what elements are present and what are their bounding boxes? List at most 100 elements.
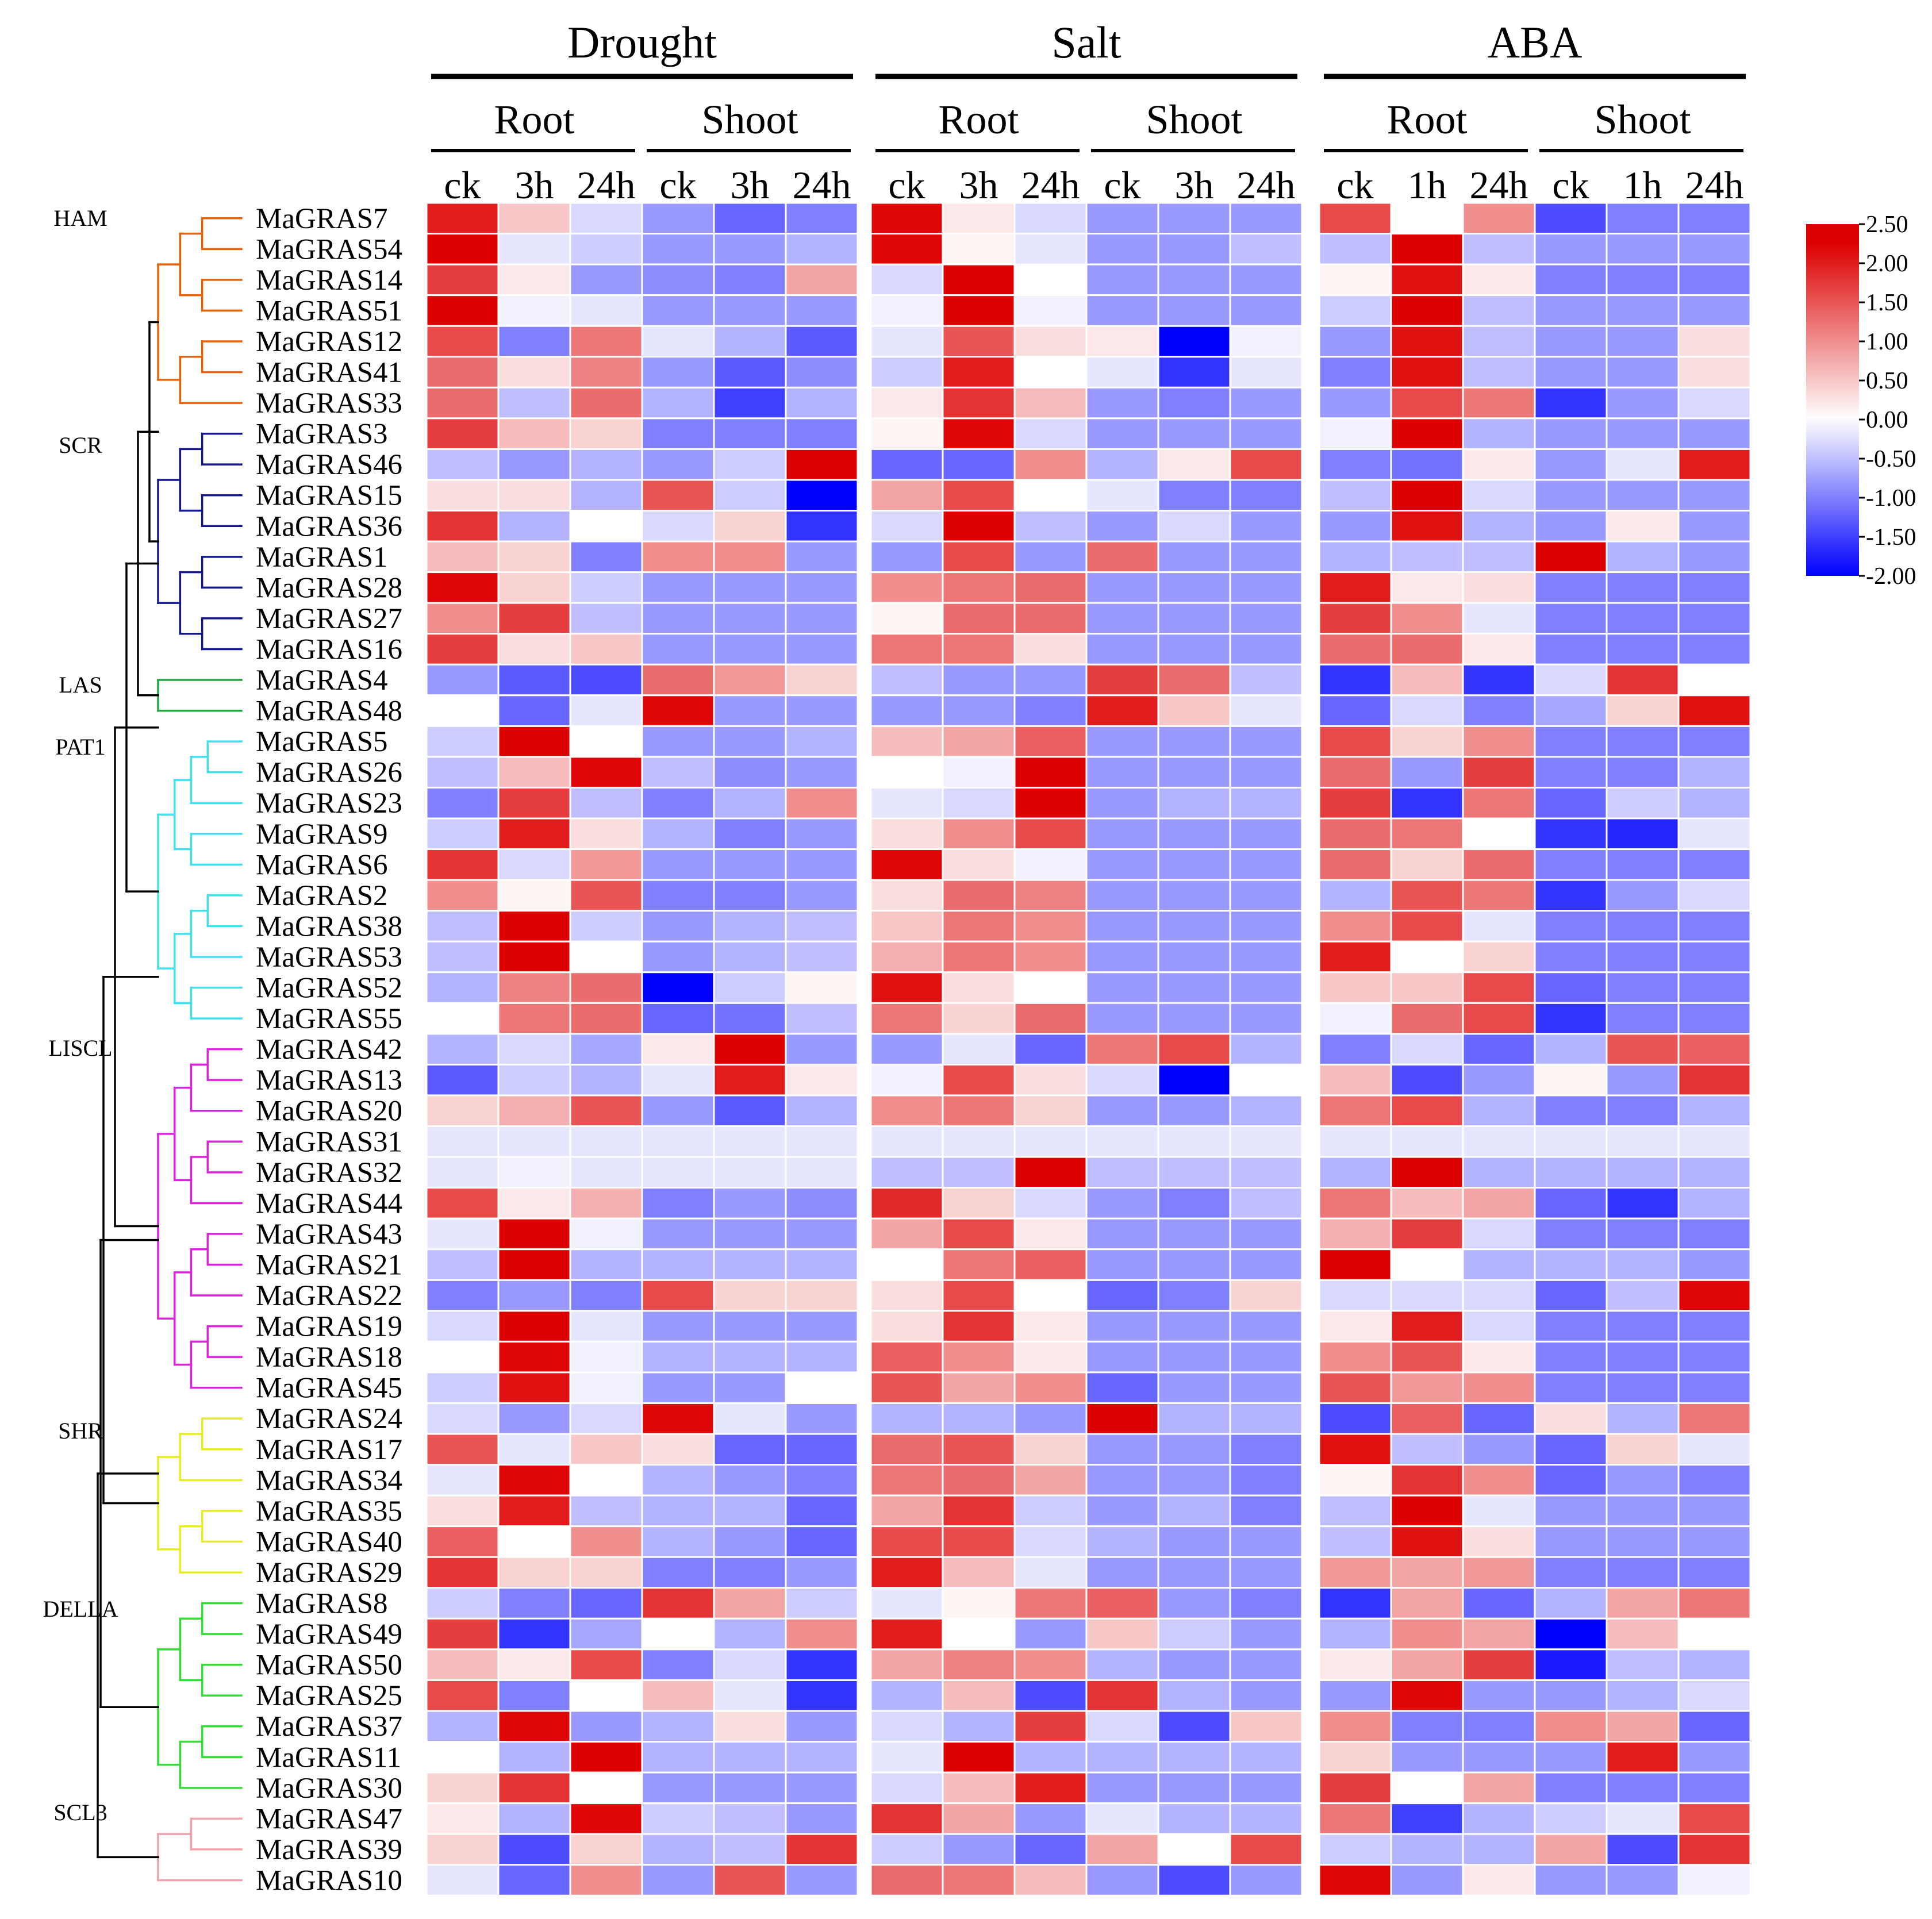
heatmap-cell [1534, 1833, 1608, 1866]
heatmap-cell [1157, 325, 1231, 358]
heatmap-cell [1318, 1741, 1392, 1774]
heatmap-cell [497, 417, 571, 450]
heatmap-cell [497, 1864, 571, 1897]
heatmap-cell [1013, 1033, 1088, 1066]
heatmap-cell [497, 448, 571, 481]
row-label: MaGRAS8 [256, 1588, 388, 1620]
heatmap-cell [1318, 940, 1392, 974]
heatmap-cell [497, 848, 571, 881]
heatmap-cell [1605, 1156, 1680, 1189]
heatmap-cell [713, 1248, 787, 1281]
heatmap-cell [425, 1802, 500, 1835]
heatmap-cell [1157, 786, 1231, 820]
heatmap-cell [425, 1494, 500, 1528]
heatmap-cell [569, 1833, 643, 1866]
heatmap-cell [1085, 1063, 1159, 1097]
heatmap-cell [641, 817, 715, 851]
heatmap-cell [497, 1617, 571, 1651]
heatmap-cell [1157, 848, 1231, 881]
heatmap-cell [1462, 1710, 1536, 1743]
heatmap-cell [569, 1494, 643, 1528]
heatmap-cell [641, 910, 715, 943]
heatmap-cell [1013, 1002, 1088, 1035]
heatmap-cell [641, 1494, 715, 1528]
heatmap-cell [785, 910, 859, 943]
heatmap-cell [569, 1679, 643, 1712]
heatmap-cell [569, 325, 643, 358]
heatmap-cell [569, 1340, 643, 1374]
time-label: 24h [1021, 163, 1080, 207]
heatmap-cell [785, 694, 859, 727]
heatmap-cell [1157, 1433, 1231, 1466]
heatmap-cell [870, 848, 944, 881]
heatmap-cell [1534, 448, 1608, 481]
heatmap-cell [1229, 417, 1303, 450]
heatmap-cell [1318, 294, 1392, 327]
heatmap-cell [1085, 356, 1159, 389]
heatmap-cell [1605, 571, 1680, 604]
heatmap-cell [497, 325, 571, 358]
heatmap-cell [713, 202, 787, 235]
heatmap-cell [1157, 1710, 1231, 1743]
heatmap-cell [942, 1741, 1016, 1774]
heatmap-cell [1677, 786, 1752, 820]
heatmap-cell [1157, 1094, 1231, 1127]
heatmap-cell [1085, 1279, 1159, 1312]
heatmap-cell [785, 1464, 859, 1497]
heatmap-cell [1534, 1771, 1608, 1805]
heatmap-cell [1677, 1156, 1752, 1189]
heatmap-cell [1085, 1125, 1159, 1158]
heatmap-cell [425, 1033, 500, 1066]
row-label: MaGRAS22 [256, 1280, 402, 1312]
heatmap-cell [870, 694, 944, 727]
heatmap-cell [1390, 1525, 1464, 1558]
heatmap-cell [425, 356, 500, 389]
heatmap-cell [713, 1402, 787, 1435]
heatmap-cell [1605, 1310, 1680, 1343]
time-label: ck [888, 163, 925, 207]
heatmap-cell [942, 725, 1016, 758]
heatmap-cell [942, 663, 1016, 697]
clade-label: SCR [59, 432, 102, 458]
heatmap-cell [1229, 1617, 1303, 1651]
heatmap-cell [641, 233, 715, 266]
heatmap-cell [569, 1187, 643, 1220]
row-label: MaGRAS33 [256, 387, 402, 420]
row-label: MaGRAS9 [256, 818, 388, 851]
heatmap-cell [785, 1556, 859, 1589]
heatmap-cell [1462, 1741, 1536, 1774]
heatmap-cell [1605, 1464, 1680, 1497]
heatmap-cell [1462, 633, 1536, 666]
heatmap-cell [1085, 940, 1159, 974]
heatmap-cell [641, 1464, 715, 1497]
heatmap-cell [1534, 940, 1608, 974]
time-label: ck [1104, 163, 1140, 207]
heatmap-cell [1013, 1187, 1088, 1220]
heatmap-cell [1013, 1771, 1088, 1805]
heatmap-cell [425, 1679, 500, 1712]
heatmap-cell [870, 1771, 944, 1805]
heatmap-cell [1013, 663, 1088, 697]
heatmap-cell [569, 386, 643, 420]
heatmap-cell [1605, 510, 1680, 543]
heatmap-cell [497, 1710, 571, 1743]
heatmap-cell [1605, 1063, 1680, 1097]
heatmap-cell [785, 1340, 859, 1374]
heatmap-cell [870, 1617, 944, 1651]
heatmap-cell [1085, 756, 1159, 789]
heatmap-cell [641, 940, 715, 974]
heatmap-cell [1318, 1494, 1392, 1528]
heatmap-cell [1318, 417, 1392, 450]
heatmap-cell [1677, 1248, 1752, 1281]
heatmap-cell [497, 910, 571, 943]
heatmap-cell [942, 1617, 1016, 1651]
heatmap-cell [942, 694, 1016, 727]
heatmap-cell [641, 1864, 715, 1897]
heatmap-cell [713, 540, 787, 574]
heatmap-cell [1229, 1802, 1303, 1835]
heatmap-cell [785, 1617, 859, 1651]
heatmap-cell [497, 1063, 571, 1097]
clade-label: HAM [53, 205, 107, 231]
heatmap-cell [1605, 1525, 1680, 1558]
heatmap-cell [497, 294, 571, 327]
